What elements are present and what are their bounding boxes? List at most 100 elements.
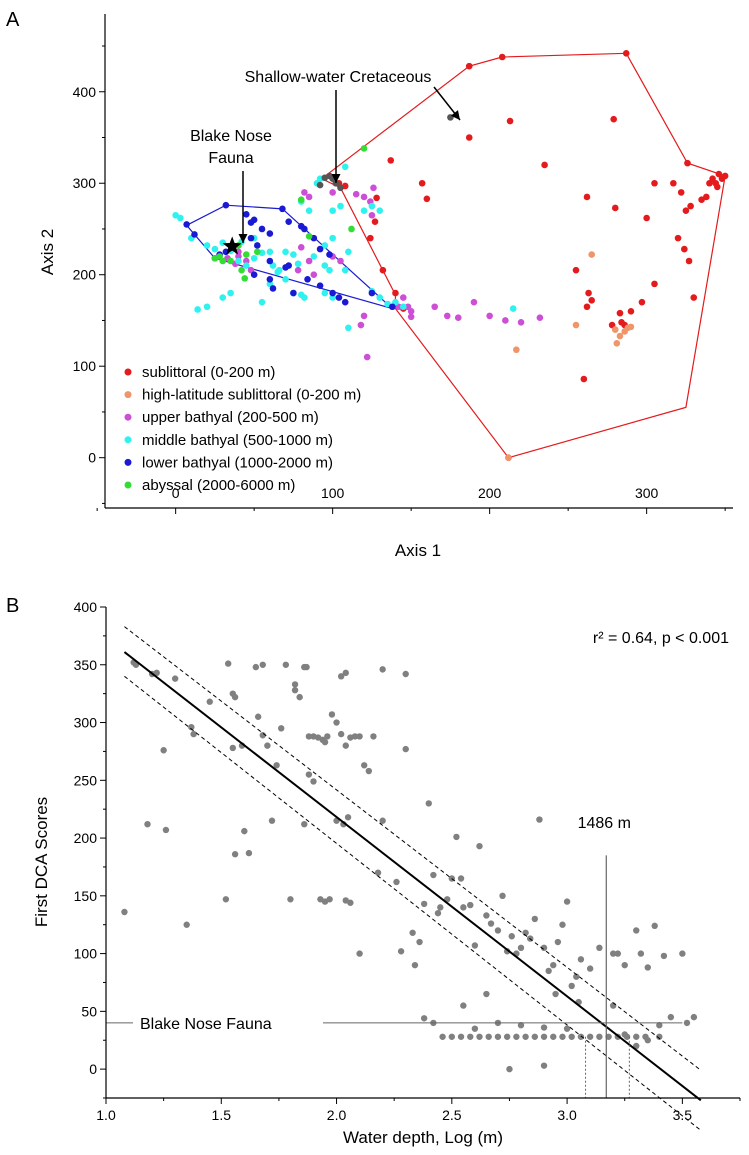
point-s0-51	[698, 196, 705, 204]
point-127	[439, 1033, 446, 1040]
point-s0-42	[387, 157, 395, 164]
point-49	[356, 733, 363, 740]
point-s0-6	[610, 115, 617, 123]
point-s3-55	[376, 207, 384, 214]
point-132	[485, 1033, 492, 1040]
panel-a-xlabel: Axis 1	[395, 541, 441, 560]
point-s3-17	[294, 260, 302, 268]
point-44	[333, 719, 340, 726]
y-tick-label: 100	[73, 358, 97, 374]
point-s0-36	[371, 218, 379, 225]
point-s2-16	[363, 353, 371, 361]
point-133	[494, 1033, 502, 1040]
legend-marker-3	[124, 436, 132, 444]
legend-label-5: abyssal (2000-6000 m)	[142, 477, 295, 494]
point-164	[460, 1002, 467, 1009]
point-50	[361, 762, 368, 769]
point-s2-3	[352, 190, 360, 198]
panel-a-letter: A	[6, 9, 20, 31]
point-s5-11	[219, 257, 227, 265]
panel-a-axes: 0 100 200 300 0 100 200 300 400	[73, 14, 733, 514]
point-s4-1	[191, 231, 198, 238]
point-s4-6	[258, 225, 266, 233]
point-73	[402, 745, 409, 753]
point-s2-24	[454, 314, 462, 322]
point-34	[296, 693, 303, 701]
point-s3-37	[282, 275, 289, 283]
point-s0-1	[498, 53, 506, 61]
point-125	[420, 1015, 428, 1022]
point-162	[656, 1022, 663, 1029]
point-s2-4	[360, 193, 368, 201]
point-32	[291, 681, 299, 688]
point-s3-36	[329, 294, 336, 301]
point-16	[229, 744, 236, 752]
point-s2-0	[301, 189, 308, 196]
point-138	[540, 1033, 548, 1040]
panel-b-letter: B	[6, 595, 19, 617]
point-33	[291, 686, 299, 694]
point-s3-1	[177, 214, 184, 222]
point-s1-0	[588, 251, 595, 258]
y-tick-label: 0	[89, 1061, 97, 1077]
point-s2-29	[536, 314, 544, 322]
y-tick-label: 200	[74, 830, 98, 846]
point-s0-47	[721, 172, 729, 180]
point-159	[621, 1031, 628, 1038]
point-5	[153, 669, 160, 677]
point-145	[605, 1033, 612, 1040]
point-48	[351, 733, 359, 740]
point-156	[506, 1065, 513, 1073]
regression-line	[123, 651, 702, 1102]
point-s0-15	[674, 234, 682, 242]
point-75	[411, 961, 419, 969]
point-s0-35	[373, 194, 380, 202]
panel-b-lines	[106, 626, 702, 1131]
point-s4-15	[266, 257, 274, 265]
point-113	[610, 950, 617, 957]
point-84	[453, 833, 460, 841]
point-s2-6	[370, 184, 377, 192]
point-s0-11	[670, 179, 677, 187]
point-77	[420, 900, 428, 908]
point-13	[222, 896, 230, 903]
point-70	[393, 878, 400, 886]
point-79	[430, 871, 437, 879]
confidence-lower-line	[124, 675, 702, 1131]
point-101	[536, 816, 543, 823]
point-114	[614, 950, 622, 957]
point-s3-11	[243, 262, 250, 269]
point-111	[586, 965, 594, 972]
point-s3-42	[203, 303, 211, 311]
point-52	[370, 733, 377, 740]
point-s2-25	[470, 298, 478, 306]
point-103	[545, 967, 552, 975]
point-110	[577, 956, 585, 963]
y-tick-label: 300	[73, 175, 97, 191]
point-137	[531, 1033, 539, 1040]
point-s3-54	[368, 202, 376, 210]
point-s0-37	[367, 234, 374, 242]
point-s3-25	[337, 202, 344, 210]
point-s3-47	[376, 294, 384, 301]
blake-nose-label-1: Blake Nose	[190, 128, 272, 145]
point-59	[326, 896, 333, 903]
x-tick-label: 200	[478, 485, 502, 501]
point-3	[144, 820, 151, 828]
point-s0-23	[651, 280, 658, 288]
shallow-arrow-2-head	[450, 110, 460, 120]
y-tick-label: 0	[88, 450, 96, 466]
point-s0-52	[684, 159, 691, 167]
point-s0-22	[583, 303, 591, 311]
point-s4-17	[304, 275, 311, 283]
point-s4-29	[253, 242, 261, 249]
point-s2-22	[431, 303, 439, 311]
legend-label-2: upper bathyal (200-500 m)	[142, 409, 319, 426]
point-s4-8	[279, 205, 286, 213]
point-0	[121, 908, 128, 916]
point-s4-5	[250, 216, 258, 224]
point-153	[517, 1022, 525, 1029]
point-10	[188, 723, 195, 731]
point-154	[540, 1024, 548, 1031]
point-s5-3	[305, 233, 313, 240]
